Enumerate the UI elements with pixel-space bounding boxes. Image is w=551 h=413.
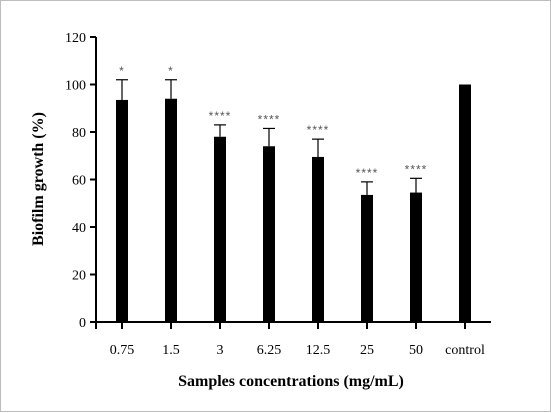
y-tick-label: 0 [79, 316, 86, 331]
x-tick-label: 50 [409, 343, 423, 358]
x-tick-label: 12.5 [306, 343, 331, 358]
x-tick-label: 3 [217, 343, 224, 358]
y-tick-label: 100 [65, 79, 86, 94]
error-bars-group [116, 79, 422, 195]
y-tick-label: 80 [72, 126, 86, 141]
significance-label: * [168, 64, 174, 78]
bar [116, 99, 128, 322]
significance-group: * ***** ************ **** [119, 64, 428, 180]
bars-group [116, 84, 471, 322]
bar [410, 192, 422, 322]
x-tick-label: 25 [360, 343, 374, 358]
significance-label: **** [209, 109, 232, 123]
y-tick-label: 60 [72, 174, 86, 189]
significance-label: **** [258, 112, 281, 126]
significance-label: **** [356, 166, 379, 180]
bar [459, 84, 471, 322]
bar [312, 156, 324, 322]
bar [263, 146, 275, 322]
y-tick-label: 40 [72, 221, 86, 236]
x-axis-title: Samples concentrations (mg/mL) [178, 373, 404, 390]
x-tick-label: 6.25 [257, 343, 282, 358]
y-axis-title: Biofilm growth (%) [30, 112, 47, 246]
significance-label: * [119, 64, 125, 78]
significance-label: **** [405, 162, 428, 176]
bar [165, 98, 177, 322]
bar [214, 136, 226, 322]
x-axis: 0.75 1.5 3 6.25 12.5 25 50 control [95, 321, 491, 358]
x-tick-label: 1.5 [162, 343, 180, 358]
x-tick-label: control [445, 343, 485, 358]
y-tick-label: 20 [72, 269, 86, 284]
bar [361, 194, 373, 322]
x-tick-label: 0.75 [110, 343, 135, 358]
y-axis: 0 20 40 60 80 100 120 [65, 31, 97, 331]
significance-label: **** [307, 123, 330, 137]
y-tick-label: 120 [65, 31, 86, 46]
